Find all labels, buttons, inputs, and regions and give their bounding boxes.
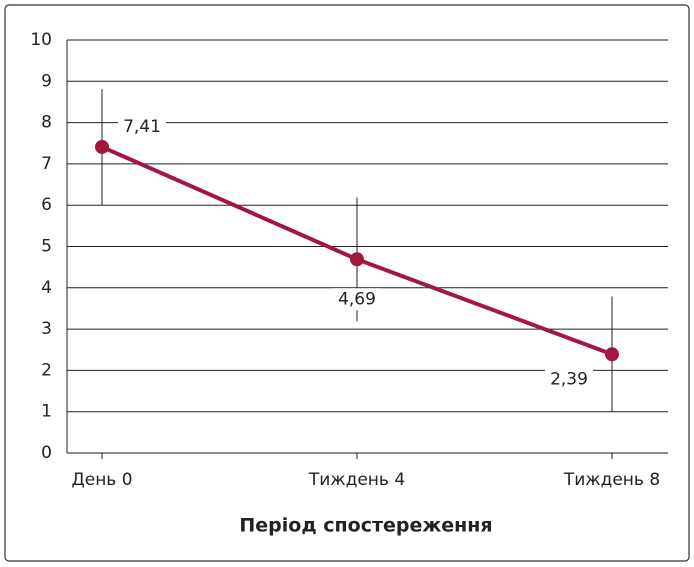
- y-tick-label: 4: [41, 278, 52, 298]
- data-point: [95, 139, 109, 154]
- data-label: 7,41: [123, 117, 161, 137]
- data-label: 4,69: [338, 289, 376, 309]
- y-tick-label: 2: [41, 360, 52, 380]
- frame: [4, 4, 690, 562]
- label-bg: [118, 115, 166, 138]
- x-tick-label: Тиждень 8: [563, 470, 660, 490]
- y-tick-label: 0: [41, 443, 52, 463]
- x-tick-label: Тиждень 4: [308, 470, 405, 490]
- y-tick-label: 10: [30, 30, 52, 50]
- y-tick-label: 1: [41, 402, 52, 422]
- x-axis-title: Період спостереження: [239, 515, 492, 537]
- data-label: 2,39: [550, 369, 588, 389]
- y-tick-label: 3: [41, 319, 52, 339]
- y-tick-label: 6: [41, 195, 52, 215]
- data-point: [350, 252, 364, 267]
- y-tick-label: 5: [41, 237, 52, 257]
- label-bg: [333, 288, 381, 311]
- y-tick-label: 7: [41, 154, 52, 174]
- x-tick-label: День 0: [71, 470, 132, 490]
- data-point: [605, 347, 619, 362]
- y-tick-label: 8: [41, 113, 52, 133]
- label-bg: [545, 368, 593, 391]
- y-tick-label: 9: [41, 71, 52, 91]
